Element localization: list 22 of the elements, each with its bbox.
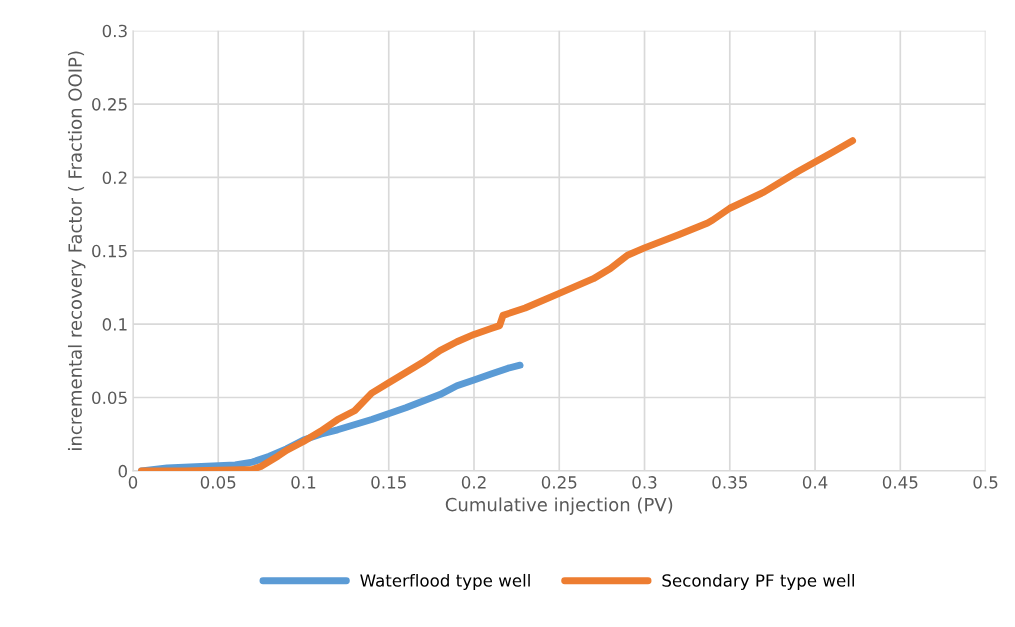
legend-label: Secondary PF type well <box>662 573 854 591</box>
y-tick-label: 0.1 <box>102 318 127 331</box>
x-axis-title: Cumulative injection (PV) <box>445 497 673 515</box>
y-tick-label: 0.15 <box>92 244 127 258</box>
x-tick-label: 0.4 <box>802 476 828 489</box>
x-tick-label: 0.5 <box>973 476 998 489</box>
x-tick-label: 0.05 <box>200 476 236 489</box>
x-tick-label: 0.3 <box>632 476 657 489</box>
x-tick-label: 0.1 <box>291 476 316 489</box>
y-tick-label: 0.25 <box>92 98 127 111</box>
x-tick-label: 0 <box>128 476 138 489</box>
y-tick-label: 0.3 <box>102 24 127 38</box>
x-tick-label: 0.2 <box>461 476 486 489</box>
y-axis-title: incremental recovery Factor ( Fraction OOIP) <box>67 51 86 450</box>
y-tick-label: 0.05 <box>92 391 127 405</box>
x-tick-label: 0.15 <box>371 476 406 489</box>
y-tick-label: 0.2 <box>102 171 127 185</box>
y-tick-label: 0 <box>118 464 127 478</box>
x-tick-label: 0.45 <box>882 476 918 489</box>
x-tick-label: 0.25 <box>541 476 577 489</box>
x-tick-label: 0.35 <box>712 476 747 489</box>
legend-label: Waterflood type well <box>360 573 530 591</box>
